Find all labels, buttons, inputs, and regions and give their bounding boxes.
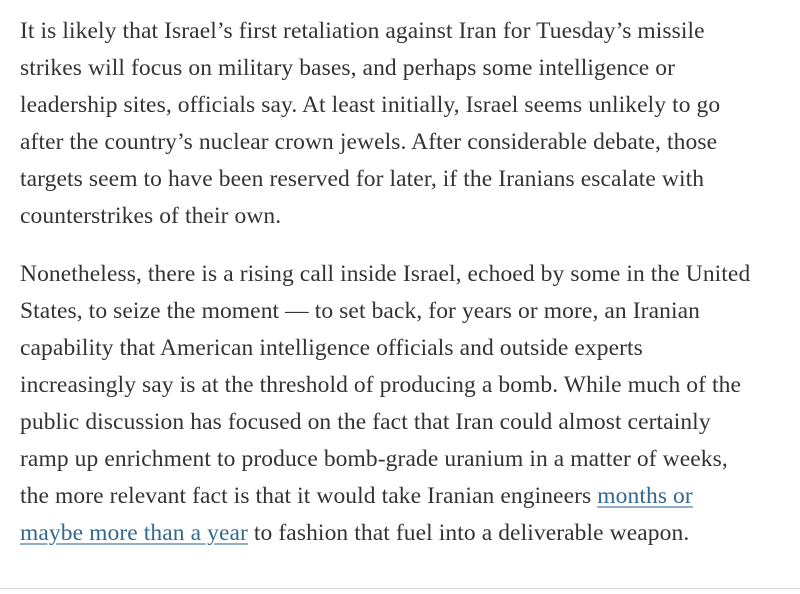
- paragraph-2-text-before-link: Nonetheless, there is a rising call insi…: [20, 261, 751, 509]
- paragraph-2-text-after-link: to fashion that fuel into a deliverable …: [247, 520, 690, 546]
- article-body: It is likely that Israel’s first retalia…: [20, 18, 758, 552]
- inline-link-months-or-maybe-more-than-a-year[interactable]: months or maybe more than a year: [20, 483, 693, 546]
- article-paragraph-1: It is likely that Israel’s first retalia…: [20, 18, 721, 229]
- article-paragraph-2: Nonetheless, there is a rising call insi…: [20, 256, 758, 552]
- bottom-divider: [0, 588, 800, 589]
